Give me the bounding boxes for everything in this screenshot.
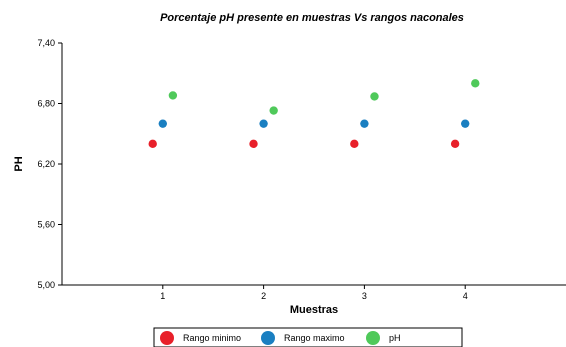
plot-area [61,43,566,286]
point-ph [471,79,480,88]
point-rango-maximo [461,119,470,128]
data-points [148,79,480,149]
y-tick-label: 5,60 [37,220,55,230]
y-tick-label: 6,20 [37,159,55,169]
x-tick-label: 3 [362,291,367,301]
x-axis: 1 2 3 4 [160,285,468,301]
x-tick-label: 4 [463,291,468,301]
chart-title: Porcentaje pH presente en muestras Vs ra… [160,12,464,24]
point-rango-maximo [158,119,167,128]
x-axis-label: Muestras [290,304,338,316]
legend-marker [366,331,380,345]
point-rango-minimo [350,139,359,149]
y-tick-label: 6,80 [37,99,55,109]
legend-marker [261,331,275,345]
point-rango-maximo [360,119,369,128]
point-rango-minimo [450,139,460,149]
y-tick-label: 7,40 [37,38,55,48]
legend-label: Rango minimo [183,333,241,343]
point-ph [269,106,278,115]
point-rango-maximo [259,119,268,128]
legend-label: Rango maximo [284,333,345,343]
legend-box [153,327,463,347]
point-ph [370,92,379,101]
x-tick-label: 2 [261,291,266,301]
point-ph [168,91,178,100]
legend-marker [160,331,174,345]
y-axis-label: PH [13,156,25,171]
y-tick-label: 5,00 [37,280,55,290]
y-axis: 5,00 5,60 6,20 6,80 7,40 [37,38,62,290]
x-tick-label: 1 [160,291,165,301]
legend: Rango minimo Rango maximo pH [153,327,463,347]
point-rango-minimo [249,139,258,149]
point-rango-minimo [148,139,157,149]
legend-label: pH [389,333,401,343]
